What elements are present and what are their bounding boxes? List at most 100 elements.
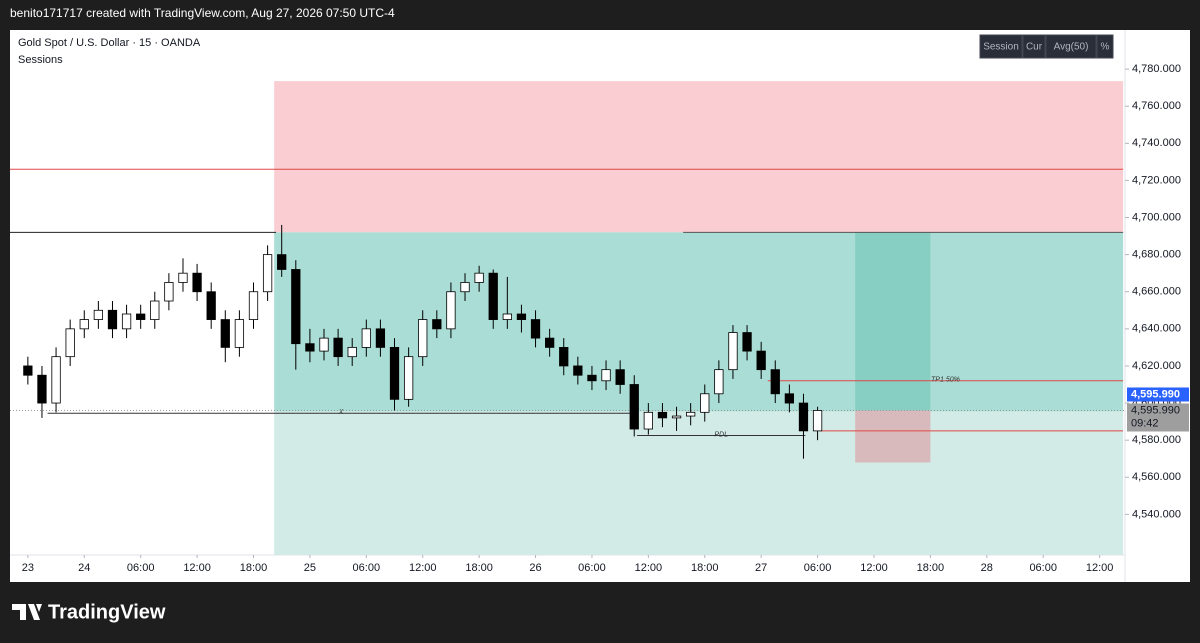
y-tick-label: 4,700.000	[1132, 211, 1181, 223]
level-label: PDL	[714, 431, 728, 438]
candle-body	[93, 309, 104, 320]
candle-body	[784, 393, 795, 404]
candle-body	[192, 272, 202, 293]
candle-body	[587, 374, 597, 382]
candle-body	[756, 350, 766, 371]
candle-body	[347, 346, 357, 358]
x-tick-label: 12:00	[860, 562, 888, 574]
toolbar-button-label[interactable]: %	[1101, 42, 1110, 53]
x-tick-label: 23	[22, 562, 34, 574]
x-tick-label: 06:00	[578, 562, 606, 574]
header-text: benito171717 created with TradingView.co…	[10, 6, 395, 20]
y-tick-label: 4,640.000	[1132, 323, 1181, 335]
y-tick-label: 4,720.000	[1132, 174, 1181, 186]
candle-body	[23, 365, 33, 376]
toolbar-button[interactable]	[1045, 34, 1097, 59]
candle-body	[375, 328, 386, 348]
y-tick-label: 4,540.000	[1132, 508, 1181, 520]
candle-body	[234, 319, 245, 348]
x-tick-label: 18:00	[691, 562, 719, 574]
y-tick-label: 4,740.000	[1132, 137, 1181, 149]
candle-body	[403, 356, 414, 400]
level-label: X	[338, 409, 344, 416]
toolbar-button-label[interactable]: Session	[983, 42, 1019, 53]
y-tick-label: 4,560.000	[1132, 471, 1181, 483]
last-price-badge	[1127, 403, 1189, 432]
x-tick-label: 18:00	[465, 562, 493, 574]
candle-body	[333, 337, 343, 358]
candle-body	[389, 346, 400, 400]
toolbar-button-label[interactable]: Cur	[1026, 42, 1043, 53]
candle-body	[150, 300, 160, 320]
zone	[274, 411, 1124, 555]
toolbar-button[interactable]	[1022, 34, 1046, 59]
last-price-label: 4,595.990	[1131, 404, 1180, 416]
candle-body	[516, 313, 527, 320]
x-tick-label: 06:00	[1029, 562, 1057, 574]
x-tick-label: 12:00	[183, 562, 211, 574]
candle-body	[657, 411, 668, 419]
candle-body	[248, 291, 259, 320]
y-tick-label: 4,620.000	[1132, 360, 1181, 372]
candle-body	[121, 313, 132, 330]
candle-body	[107, 309, 118, 330]
x-tick-label: 12:00	[1086, 562, 1114, 574]
x-tick-label: 06:00	[804, 562, 832, 574]
candle-body	[502, 313, 512, 320]
candle-body	[460, 282, 470, 293]
candle-body	[291, 269, 301, 345]
y-tick-label: 4,680.000	[1132, 249, 1181, 261]
x-tick-label: 06:00	[127, 562, 155, 574]
price-badge-label: 4,595.990	[1131, 388, 1180, 400]
candle-body	[277, 254, 287, 270]
candle-body	[37, 374, 47, 404]
candle-body	[206, 291, 216, 320]
candle-body	[361, 328, 371, 348]
candle-body	[319, 337, 329, 352]
x-tick-label: 24	[78, 562, 90, 574]
countdown: 09:42	[1131, 417, 1159, 429]
brand-logo	[12, 604, 42, 620]
toolbar-button[interactable]	[1096, 34, 1114, 59]
candle-body	[742, 332, 752, 352]
x-tick-label: 12:00	[409, 562, 437, 574]
y-tick-label: 4,760.000	[1132, 100, 1181, 112]
y-tick-label: 4,580.000	[1132, 434, 1181, 446]
candle-body	[305, 343, 315, 352]
x-tick-label: 26	[529, 562, 541, 574]
candle-body	[79, 319, 89, 330]
x-tick-label: 18:00	[917, 562, 945, 574]
x-tick-label: 18:00	[240, 562, 268, 574]
chart-title: Gold Spot / U.S. Dollar · 15 · OANDA	[18, 37, 201, 49]
candle-body	[700, 393, 710, 413]
candle-body	[559, 346, 569, 367]
candle-body	[671, 415, 682, 419]
candle-body	[488, 272, 498, 320]
candle-body	[601, 369, 611, 382]
x-tick-label: 12:00	[635, 562, 663, 574]
candle-body	[545, 337, 555, 348]
candle-body	[812, 410, 823, 432]
candle-body	[220, 319, 230, 348]
y-tick-label: 4,660.000	[1132, 286, 1181, 298]
candle-body	[432, 319, 442, 330]
toolbar-button[interactable]	[979, 34, 1023, 59]
candle-body	[728, 332, 738, 371]
brand-name: TradingView	[48, 601, 166, 623]
price-badge	[1127, 387, 1189, 402]
toolbar-button-label[interactable]: Avg(50)	[1054, 42, 1089, 53]
candle-body	[51, 356, 61, 404]
candle-body	[615, 369, 625, 385]
candle-body	[573, 365, 583, 376]
zone	[274, 81, 1124, 233]
level-label: TP1 50%	[931, 377, 960, 384]
zone	[855, 232, 931, 411]
candle-body	[446, 291, 456, 330]
candle-body	[164, 282, 174, 302]
candle-body	[770, 369, 780, 395]
candle-body	[65, 328, 75, 358]
candle-body	[530, 319, 541, 339]
candle-body	[798, 402, 809, 432]
candle-body	[418, 319, 428, 358]
